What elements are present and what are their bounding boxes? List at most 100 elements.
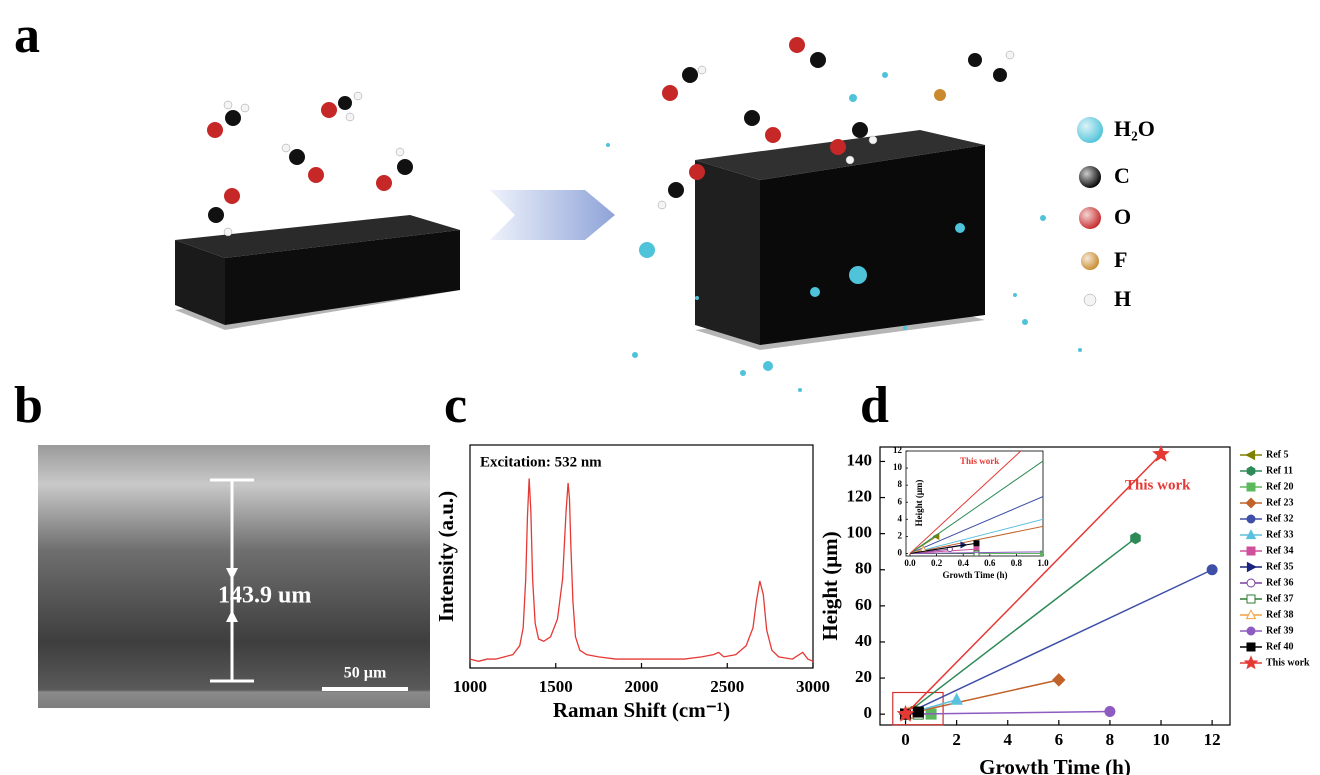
marker	[1246, 626, 1256, 636]
marker	[1246, 594, 1256, 604]
legend-label: F	[1114, 247, 1127, 272]
marker	[1245, 529, 1257, 540]
legend-label: Ref 34	[1266, 545, 1294, 556]
marker	[1246, 642, 1256, 652]
x-axis-title: Growth Time (h)	[979, 755, 1131, 775]
inset-x-title: Growth Time (h)	[942, 570, 1007, 580]
sem-image: 143.9 um 50 µm	[38, 445, 430, 708]
marker	[1245, 609, 1257, 620]
legend-label: Ref 20	[1266, 481, 1294, 492]
inset-annotation: This work	[960, 456, 999, 466]
series-line	[905, 679, 1059, 715]
marker	[1130, 532, 1141, 545]
legend-label: Ref 35	[1266, 561, 1294, 572]
inset-series-line	[909, 542, 977, 554]
y-tick-label: 6	[898, 496, 903, 506]
inset-lines	[909, 451, 1043, 556]
y-tick-label: 12	[893, 445, 903, 455]
annotation: Excitation: 532 nm	[480, 454, 602, 470]
inset-series-line	[909, 518, 1043, 554]
panel-label: b	[14, 377, 43, 434]
y-axis-title: Height (μm)	[818, 531, 842, 640]
y-tick-label: 120	[847, 486, 873, 505]
y-tick-label: 40	[855, 631, 872, 650]
series-line	[905, 710, 1110, 715]
legend-label: H₂O	[1114, 116, 1155, 141]
x-tick-label: 6	[1055, 730, 1064, 749]
y-tick-label: 80	[855, 559, 872, 578]
y-axis-title: Intensity (a.u.)	[434, 491, 458, 622]
x-tick-label: 2500	[710, 677, 744, 696]
x-tick-label: 1000	[453, 677, 487, 696]
schematic: H₂O C O F H	[175, 37, 1155, 392]
marker	[1152, 444, 1170, 462]
y-tick-label: 60	[855, 595, 872, 614]
legend-label: Ref 39	[1266, 625, 1294, 636]
legend-label: H	[1114, 286, 1131, 311]
x-tick-label: 3000	[796, 677, 830, 696]
x-tick-label: 0.6	[984, 558, 996, 568]
series-line	[905, 537, 1136, 715]
legend-label: Ref 40	[1266, 641, 1294, 652]
marker	[1243, 655, 1259, 670]
marker	[1246, 482, 1256, 492]
marker	[1245, 449, 1256, 461]
x-axis-title: Raman Shift (cm⁻¹)	[553, 698, 730, 722]
panel-label: a	[14, 7, 40, 64]
y-tick-label: 0	[864, 703, 873, 722]
inset-y-title: Height (μm)	[914, 480, 924, 527]
legend-label: C	[1114, 163, 1130, 188]
marker	[1246, 561, 1257, 573]
annotation: This work	[1125, 478, 1191, 494]
legend-label: Ref 23	[1266, 497, 1294, 508]
legend-label: Ref 32	[1266, 513, 1294, 524]
x-tick-label: 1500	[539, 677, 573, 696]
marker	[1246, 514, 1256, 524]
marker	[1206, 564, 1218, 576]
legend-label: This work	[1266, 657, 1310, 668]
plot-frame	[905, 450, 1044, 557]
y-tick-label: 2	[898, 530, 903, 540]
marker	[1104, 705, 1116, 717]
y-tick-label: 0	[898, 548, 903, 558]
x-tick-label: 4	[1003, 730, 1012, 749]
y-tick-label: 10	[893, 462, 903, 472]
x-tick-label: 0	[901, 730, 910, 749]
marker	[973, 540, 980, 547]
y-tick-label: 140	[847, 450, 873, 469]
y-tick-label: 20	[855, 667, 872, 686]
x-tick-label: 2000	[625, 677, 659, 696]
marker	[1246, 466, 1256, 476]
marker	[1245, 497, 1257, 509]
zoom-box	[892, 691, 944, 726]
panel-label: c	[444, 377, 467, 434]
legend-label: Ref 11	[1266, 465, 1293, 476]
x-tick-label: 12	[1204, 730, 1221, 749]
thickness-label: 143.9 um	[218, 583, 311, 609]
scale-bar-label: 50 µm	[344, 665, 387, 682]
legend-label: Ref 33	[1266, 529, 1294, 540]
marker	[912, 706, 924, 718]
marker	[1052, 673, 1066, 687]
marker	[896, 704, 915, 722]
x-tick-label: 0.4	[958, 558, 970, 568]
y-tick-label: 8	[898, 479, 903, 489]
marker	[950, 692, 963, 705]
x-tick-label: 2	[952, 730, 961, 749]
x-tick-label: 0.0	[904, 558, 916, 568]
marker	[973, 550, 980, 556]
x-tick-label: 0.2	[931, 558, 943, 568]
legend-label: Ref 37	[1266, 593, 1294, 604]
marker	[1246, 546, 1256, 556]
y-tick-label: 4	[898, 513, 903, 523]
legend-label: Ref 36	[1266, 577, 1294, 588]
legend-label: Ref 5	[1266, 449, 1289, 460]
marker	[1246, 578, 1256, 588]
x-tick-label: 1.0	[1037, 558, 1049, 568]
spectrum-line	[469, 478, 814, 662]
plot-frame	[469, 444, 814, 669]
panel-label: d	[860, 377, 889, 434]
series-line	[905, 569, 1213, 715]
x-tick-label: 8	[1106, 730, 1115, 749]
